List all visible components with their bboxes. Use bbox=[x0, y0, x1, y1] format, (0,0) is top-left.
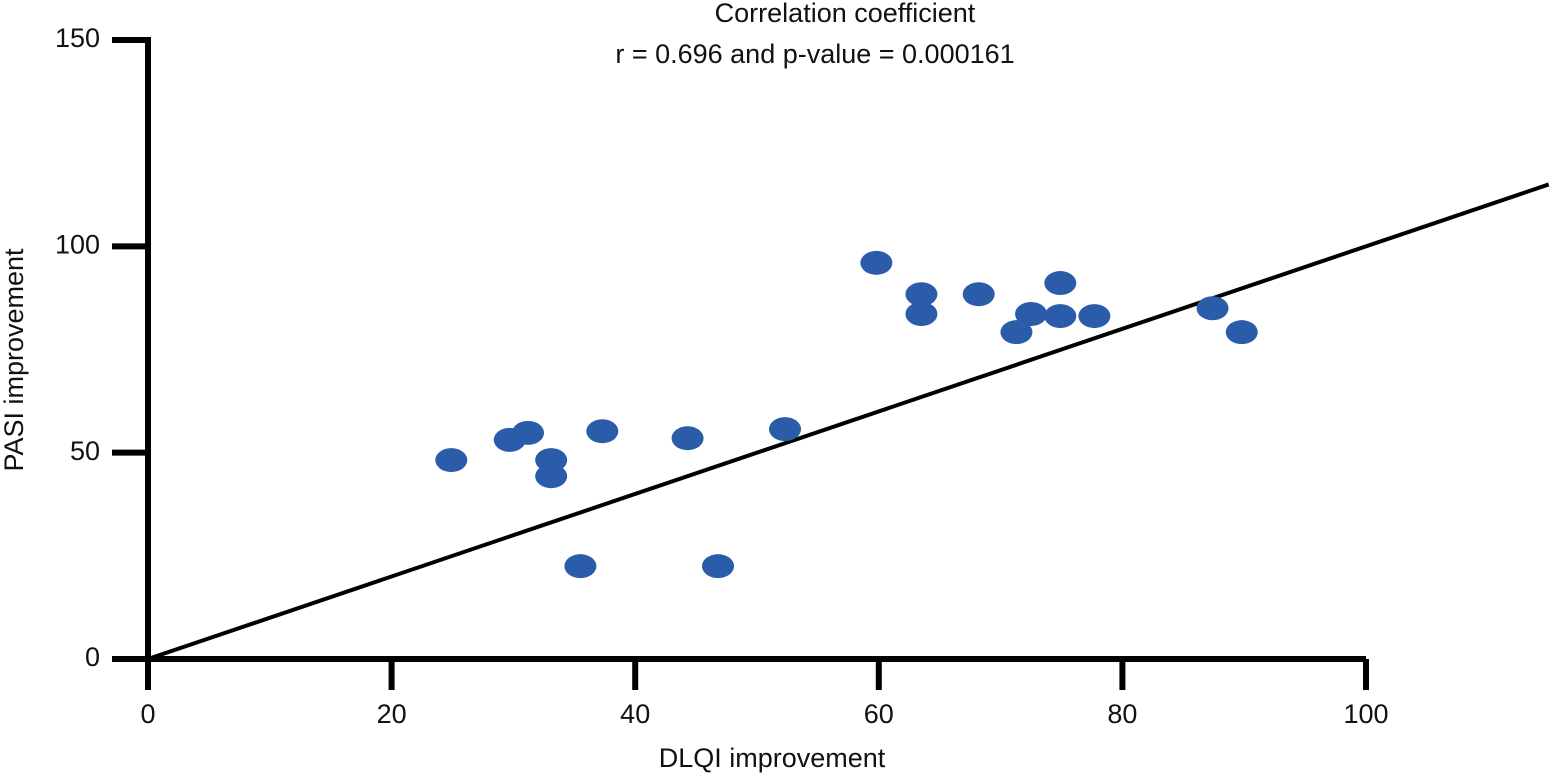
y-tick-label: 100 bbox=[55, 229, 100, 259]
point bbox=[860, 250, 893, 275]
x-tick-label: 60 bbox=[864, 699, 894, 729]
point bbox=[586, 419, 619, 444]
point bbox=[564, 554, 597, 579]
point bbox=[512, 420, 545, 445]
point bbox=[962, 282, 995, 307]
x-tick-label: 80 bbox=[1107, 699, 1137, 729]
y-tick-label: 0 bbox=[85, 642, 100, 672]
point bbox=[702, 554, 735, 579]
point bbox=[671, 426, 704, 451]
trend-line bbox=[147, 182, 1550, 661]
x-tick-label: 100 bbox=[1343, 699, 1388, 729]
point bbox=[769, 417, 802, 442]
point bbox=[1044, 271, 1077, 296]
point bbox=[905, 302, 938, 327]
point bbox=[1044, 304, 1077, 329]
x-axis-label: DLQI improvement bbox=[659, 743, 886, 773]
point bbox=[1000, 320, 1033, 345]
y-tick-label: 50 bbox=[70, 436, 100, 466]
point bbox=[905, 282, 938, 307]
chart-subtitle: r = 0.696 and p-value = 0.000161 bbox=[615, 39, 1014, 69]
x-tick-label: 20 bbox=[377, 699, 407, 729]
x-tick-label: 40 bbox=[620, 699, 650, 729]
point bbox=[1196, 296, 1229, 321]
y-tick-label: 150 bbox=[55, 23, 100, 53]
x-tick-label: 0 bbox=[140, 699, 155, 729]
point bbox=[1015, 302, 1048, 327]
point bbox=[1225, 320, 1258, 345]
point bbox=[435, 448, 468, 473]
point bbox=[1078, 304, 1111, 329]
chart-title: Correlation coefficient bbox=[715, 0, 976, 28]
point bbox=[535, 464, 568, 489]
y-axis-label: PASI improvement bbox=[0, 248, 29, 472]
